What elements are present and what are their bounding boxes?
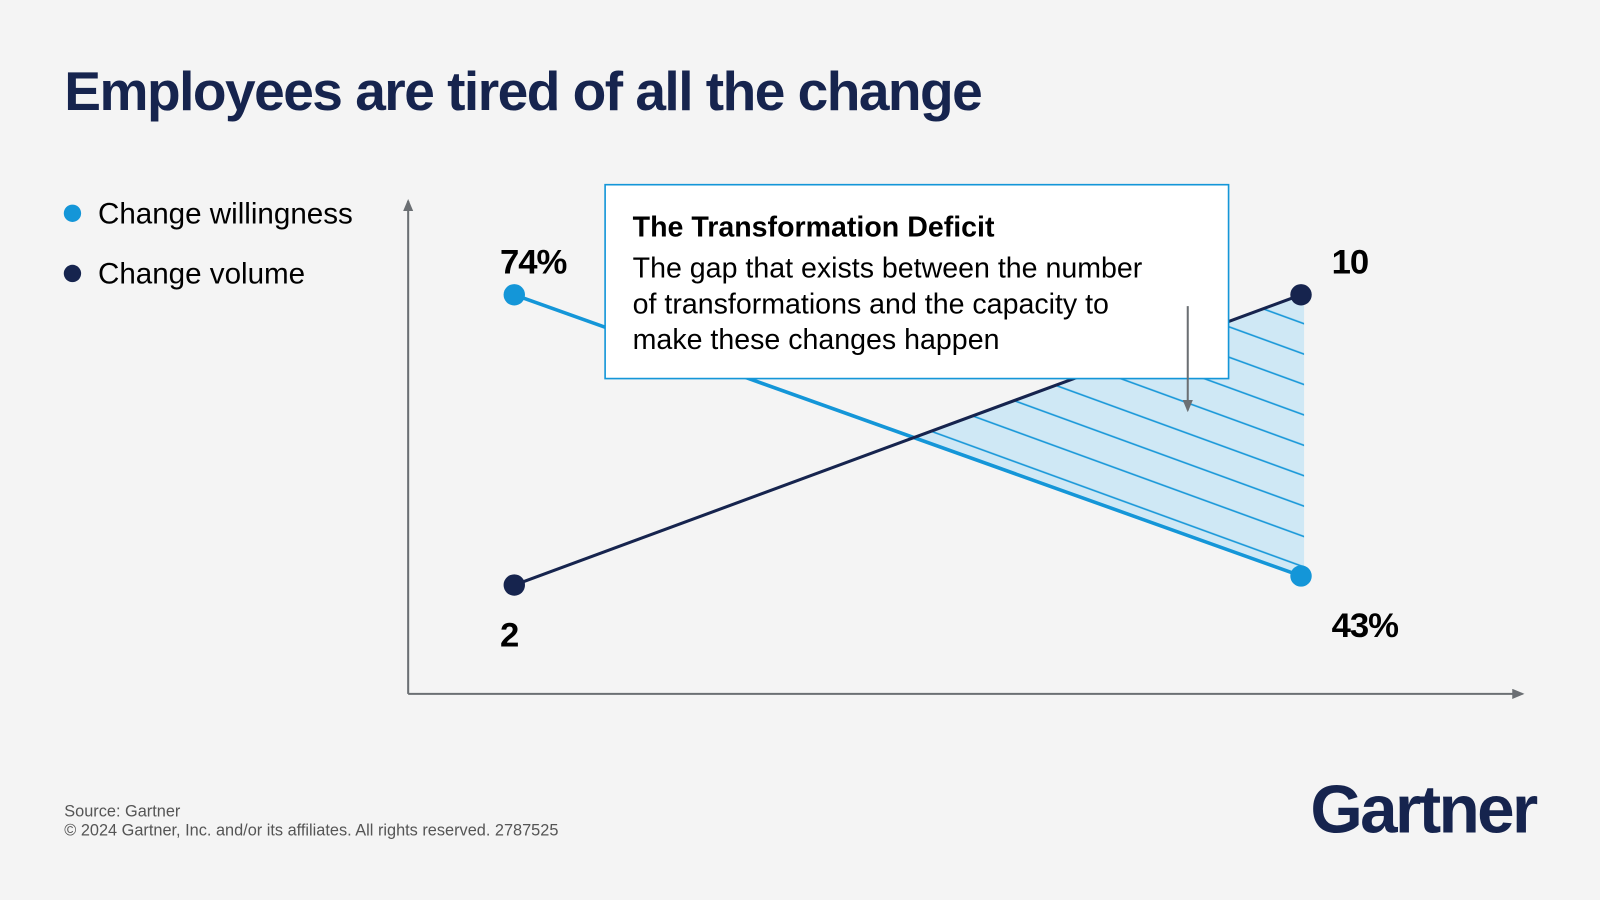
annotation-text: make these changes happen: [633, 324, 1000, 356]
data-point: [503, 284, 525, 306]
legend-label: Change willingness: [98, 197, 353, 230]
annotation-title: The Transformation Deficit: [633, 212, 995, 244]
data-label: 74%: [500, 243, 567, 281]
data-point: [1290, 284, 1312, 306]
data-label: 43%: [1332, 607, 1399, 645]
data-label: 10: [1332, 243, 1369, 281]
data-label: 2: [500, 616, 518, 654]
annotation-text: of transformations and the capacity to: [633, 288, 1109, 320]
annotation-text: The gap that exists between the number: [633, 253, 1143, 285]
data-point: [503, 574, 525, 596]
page-title: Employees are tired of all the change: [64, 60, 981, 122]
source: Source: Gartner: [64, 802, 181, 820]
legend-marker: [63, 204, 82, 222]
copyright: © 2024 Gartner, Inc. and/or its affiliat…: [64, 822, 558, 840]
annotation: The Transformation Deficit The gap that …: [604, 183, 1230, 413]
legend-label: Change volume: [98, 258, 305, 291]
annotation-box: [604, 183, 1230, 380]
logo: Gartner: [1310, 773, 1538, 848]
data-point: [1290, 565, 1312, 587]
legend-marker: [63, 264, 82, 283]
legend: Change willingness Change volume: [63, 197, 353, 291]
